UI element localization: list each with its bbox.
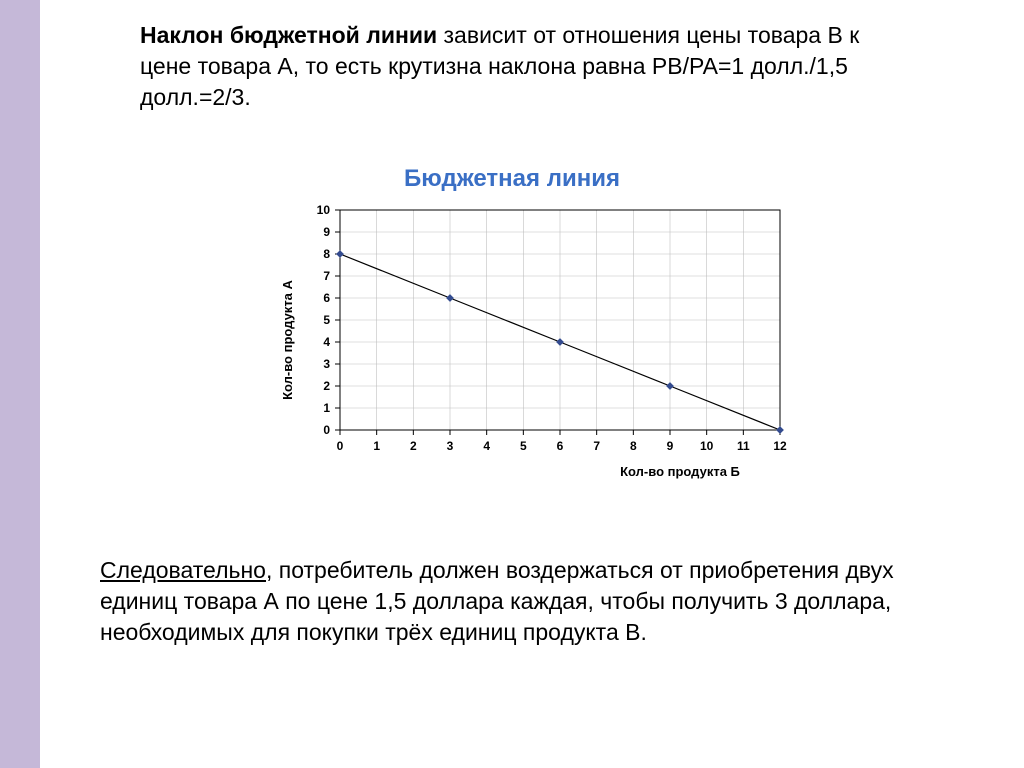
svg-text:8: 8 — [323, 247, 330, 261]
svg-text:1: 1 — [323, 401, 330, 415]
svg-text:9: 9 — [323, 225, 330, 239]
intro-bold: Наклон бюджетной линии — [140, 22, 437, 48]
svg-text:3: 3 — [447, 439, 454, 453]
svg-text:3: 3 — [323, 357, 330, 371]
svg-text:4: 4 — [323, 335, 330, 349]
chart-svg: 0123456789101112012345678910Кол-во проду… — [260, 200, 800, 500]
svg-text:8: 8 — [630, 439, 637, 453]
svg-text:2: 2 — [323, 379, 330, 393]
svg-text:Кол-во продукта А: Кол-во продукта А — [280, 279, 295, 399]
budget-line-chart: 0123456789101112012345678910Кол-во проду… — [260, 200, 800, 500]
svg-text:10: 10 — [317, 203, 331, 217]
conclusion-underline: Следовательно — [100, 557, 266, 583]
svg-text:6: 6 — [557, 439, 564, 453]
svg-text:Кол-во продукта Б: Кол-во продукта Б — [620, 464, 740, 479]
svg-text:9: 9 — [667, 439, 674, 453]
decorative-left-stripe — [0, 0, 40, 768]
svg-text:4: 4 — [483, 439, 490, 453]
svg-text:0: 0 — [323, 423, 330, 437]
svg-text:12: 12 — [773, 439, 787, 453]
svg-text:7: 7 — [593, 439, 600, 453]
intro-paragraph: Наклон бюджетной линии зависит от отноше… — [140, 20, 910, 113]
chart-title: Бюджетная линия — [0, 165, 1024, 193]
svg-text:11: 11 — [737, 439, 750, 453]
svg-text:5: 5 — [520, 439, 527, 453]
svg-text:5: 5 — [323, 313, 330, 327]
svg-text:0: 0 — [337, 439, 344, 453]
svg-text:7: 7 — [323, 269, 330, 283]
slide: Наклон бюджетной линии зависит от отноше… — [0, 0, 1024, 768]
svg-text:10: 10 — [700, 439, 714, 453]
svg-text:1: 1 — [373, 439, 380, 453]
svg-text:2: 2 — [410, 439, 417, 453]
conclusion-paragraph: Следовательно, потребитель должен воздер… — [100, 555, 930, 648]
svg-text:6: 6 — [323, 291, 330, 305]
